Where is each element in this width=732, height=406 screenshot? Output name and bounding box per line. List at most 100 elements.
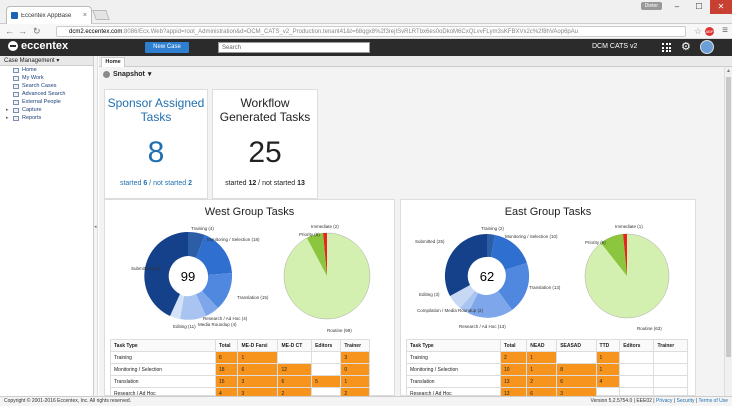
- new-case-button[interactable]: New Case: [145, 42, 189, 53]
- search-input[interactable]: Search: [218, 42, 370, 53]
- donut-slice[interactable]: [170, 294, 184, 319]
- card-title: Sponsor Assigned Tasks: [107, 96, 205, 124]
- new-tab-button[interactable]: [92, 10, 110, 20]
- sidebar-item-search-cases[interactable]: Search Cases: [0, 82, 93, 90]
- sidebar-splitter[interactable]: ◂: [94, 56, 98, 396]
- table-row[interactable]: Translation 15 3 6 5 1: [110, 375, 370, 388]
- pie-label: Routine (99): [327, 328, 352, 333]
- sponsor-tasks-card[interactable]: Sponsor Assigned Tasks 8 started 6 / not …: [104, 89, 208, 199]
- donut-slice[interactable]: [491, 235, 527, 270]
- dashboard: Snapshot ▾ Sponsor Assigned Tasks 8 starte…: [99, 67, 724, 400]
- sidebar-item-external-people[interactable]: External People: [0, 98, 93, 106]
- table-row[interactable]: Translation 13 2 6 4: [406, 375, 688, 388]
- sidebar-item-my-work[interactable]: My Work: [0, 74, 93, 82]
- donut-label: Research / Ad Hoc (13): [459, 324, 506, 329]
- donut-slice[interactable]: [144, 232, 188, 316]
- west-charts: 99 Training (4) Monitoring / Selection (…: [131, 224, 371, 333]
- donut-label: Training (4): [191, 226, 214, 231]
- east-task-table: Task Type Total NEAD SEASAD TTD Editors …: [406, 339, 688, 400]
- sidebar-item-reports[interactable]: ▸ Reports: [6, 115, 42, 121]
- back-icon[interactable]: ←: [5, 26, 14, 36]
- collapse-icon[interactable]: ◂: [94, 224, 97, 230]
- scrollbar-thumb[interactable]: [726, 77, 731, 357]
- scroll-up-icon[interactable]: ▲: [726, 68, 731, 74]
- window-controls: – ☐ ✕: [666, 0, 732, 14]
- security-link[interactable]: Security: [676, 398, 695, 404]
- terms-link[interactable]: Terms of Use: [698, 398, 728, 404]
- donut-label: Training (2): [481, 226, 504, 231]
- sidebar-item-home[interactable]: Home: [0, 66, 93, 74]
- url-path: :8086/Ecx.Web?appid=root_Administration&…: [122, 29, 579, 35]
- browser-tabstrip: Eccentex AppBase × Dieter – ☐ ✕: [0, 0, 732, 24]
- advanced-search-icon: [13, 91, 19, 97]
- bookmark-star-icon[interactable]: ☆: [693, 26, 702, 36]
- sidebar-item-capture[interactable]: ▸ Capture: [6, 107, 42, 113]
- donut-slice[interactable]: [444, 233, 487, 296]
- pie-slice-immediate[interactable]: [323, 232, 327, 276]
- donut-slice[interactable]: [196, 291, 218, 316]
- sidebar: Case Management ▾ Home My Work Search Ca…: [0, 56, 94, 396]
- avatar[interactable]: [700, 40, 714, 54]
- content-tabs: Home: [99, 56, 732, 67]
- donut-slice[interactable]: [450, 285, 475, 308]
- close-tab-icon[interactable]: ×: [82, 12, 87, 19]
- pie-slice-priority[interactable]: [307, 233, 327, 276]
- donut-slice[interactable]: [188, 231, 205, 258]
- profile-badge[interactable]: Dieter: [640, 2, 662, 10]
- maximize-icon[interactable]: ☐: [695, 2, 703, 11]
- tab-home[interactable]: Home: [101, 57, 125, 67]
- donut-slice[interactable]: [468, 291, 512, 318]
- footer: Copyright © 2001-2016 Eccentex, Inc. All…: [0, 396, 732, 406]
- browser-menu-icon[interactable]: ≡: [722, 25, 728, 36]
- apps-grid-icon[interactable]: [662, 43, 671, 52]
- donut-slice[interactable]: [487, 234, 495, 257]
- work-icon: [13, 75, 19, 81]
- favicon-icon: [11, 12, 18, 19]
- pie-slice-priority[interactable]: [601, 234, 627, 276]
- reload-icon[interactable]: ↻: [33, 26, 41, 36]
- donut-slice[interactable]: [196, 235, 232, 275]
- east-group-panel: East Group Tasks 62 Training (2) Monitor…: [400, 199, 696, 400]
- donut-label: Submitted (43): [131, 266, 161, 271]
- table-row[interactable]: Training 2 1 1: [406, 351, 688, 364]
- extension-icon[interactable]: ABP: [705, 27, 714, 36]
- pie-label: Immediate (1): [615, 224, 643, 229]
- snapshot-header[interactable]: Snapshot ▾: [103, 70, 151, 78]
- expand-icon[interactable]: ▸: [6, 107, 9, 113]
- minimize-icon[interactable]: –: [674, 2, 680, 11]
- table-row[interactable]: Monitoring / Selection 18 6 12 0: [110, 363, 370, 376]
- close-window-icon[interactable]: ✕: [710, 0, 732, 14]
- table-row[interactable]: Monitoring / Selection 10 1 8 1: [406, 363, 688, 376]
- workflow-tasks-card[interactable]: Workflow Generated Tasks 25 started 12 / …: [212, 89, 318, 199]
- capture-icon: [13, 107, 19, 113]
- browser-tab[interactable]: Eccentex AppBase ×: [6, 6, 92, 24]
- donut-slice[interactable]: [498, 263, 530, 310]
- donut-slice[interactable]: [202, 273, 233, 308]
- donut-hole: [170, 258, 206, 294]
- gear-icon[interactable]: ⚙: [681, 41, 691, 53]
- privacy-link[interactable]: Privacy: [656, 398, 673, 404]
- donut-total: 62: [480, 269, 494, 284]
- donut-total: 99: [181, 269, 195, 284]
- url-input[interactable]: dcm2.eccentex.com:8086/Ecx.Web?appid=roo…: [56, 26, 686, 37]
- pie-label: Routine (63): [637, 326, 662, 331]
- donut-slice[interactable]: [460, 291, 478, 313]
- pie-label: Priority (6): [299, 232, 320, 237]
- table-row[interactable]: Training 6 1 3: [110, 351, 370, 364]
- sidebar-item-advanced-search[interactable]: Advanced Search: [0, 90, 93, 98]
- card-status: started 12 / not started 13: [225, 180, 305, 187]
- donut-label: Media Roundup (4): [198, 322, 237, 327]
- forward-icon[interactable]: →: [18, 26, 27, 36]
- search-cases-icon: [13, 83, 19, 89]
- main-scrollbar[interactable]: ▲: [724, 67, 732, 396]
- donut-label: Monitoring / Selection (10): [505, 234, 558, 239]
- donut-slice[interactable]: [180, 294, 206, 320]
- panel-title: East Group Tasks: [504, 206, 592, 218]
- sidebar-header[interactable]: Case Management ▾: [0, 56, 93, 66]
- table-header-row: Task Type Total NEAD SEASAD TTD Editors …: [406, 339, 688, 352]
- card-status: started 6 / not started 2: [119, 180, 193, 187]
- pie-slice-immediate[interactable]: [623, 233, 627, 276]
- donut-label: Compilation / Media Roundup (2): [417, 308, 484, 313]
- panel-title: West Group Tasks: [204, 206, 295, 218]
- expand-icon[interactable]: ▸: [6, 115, 9, 121]
